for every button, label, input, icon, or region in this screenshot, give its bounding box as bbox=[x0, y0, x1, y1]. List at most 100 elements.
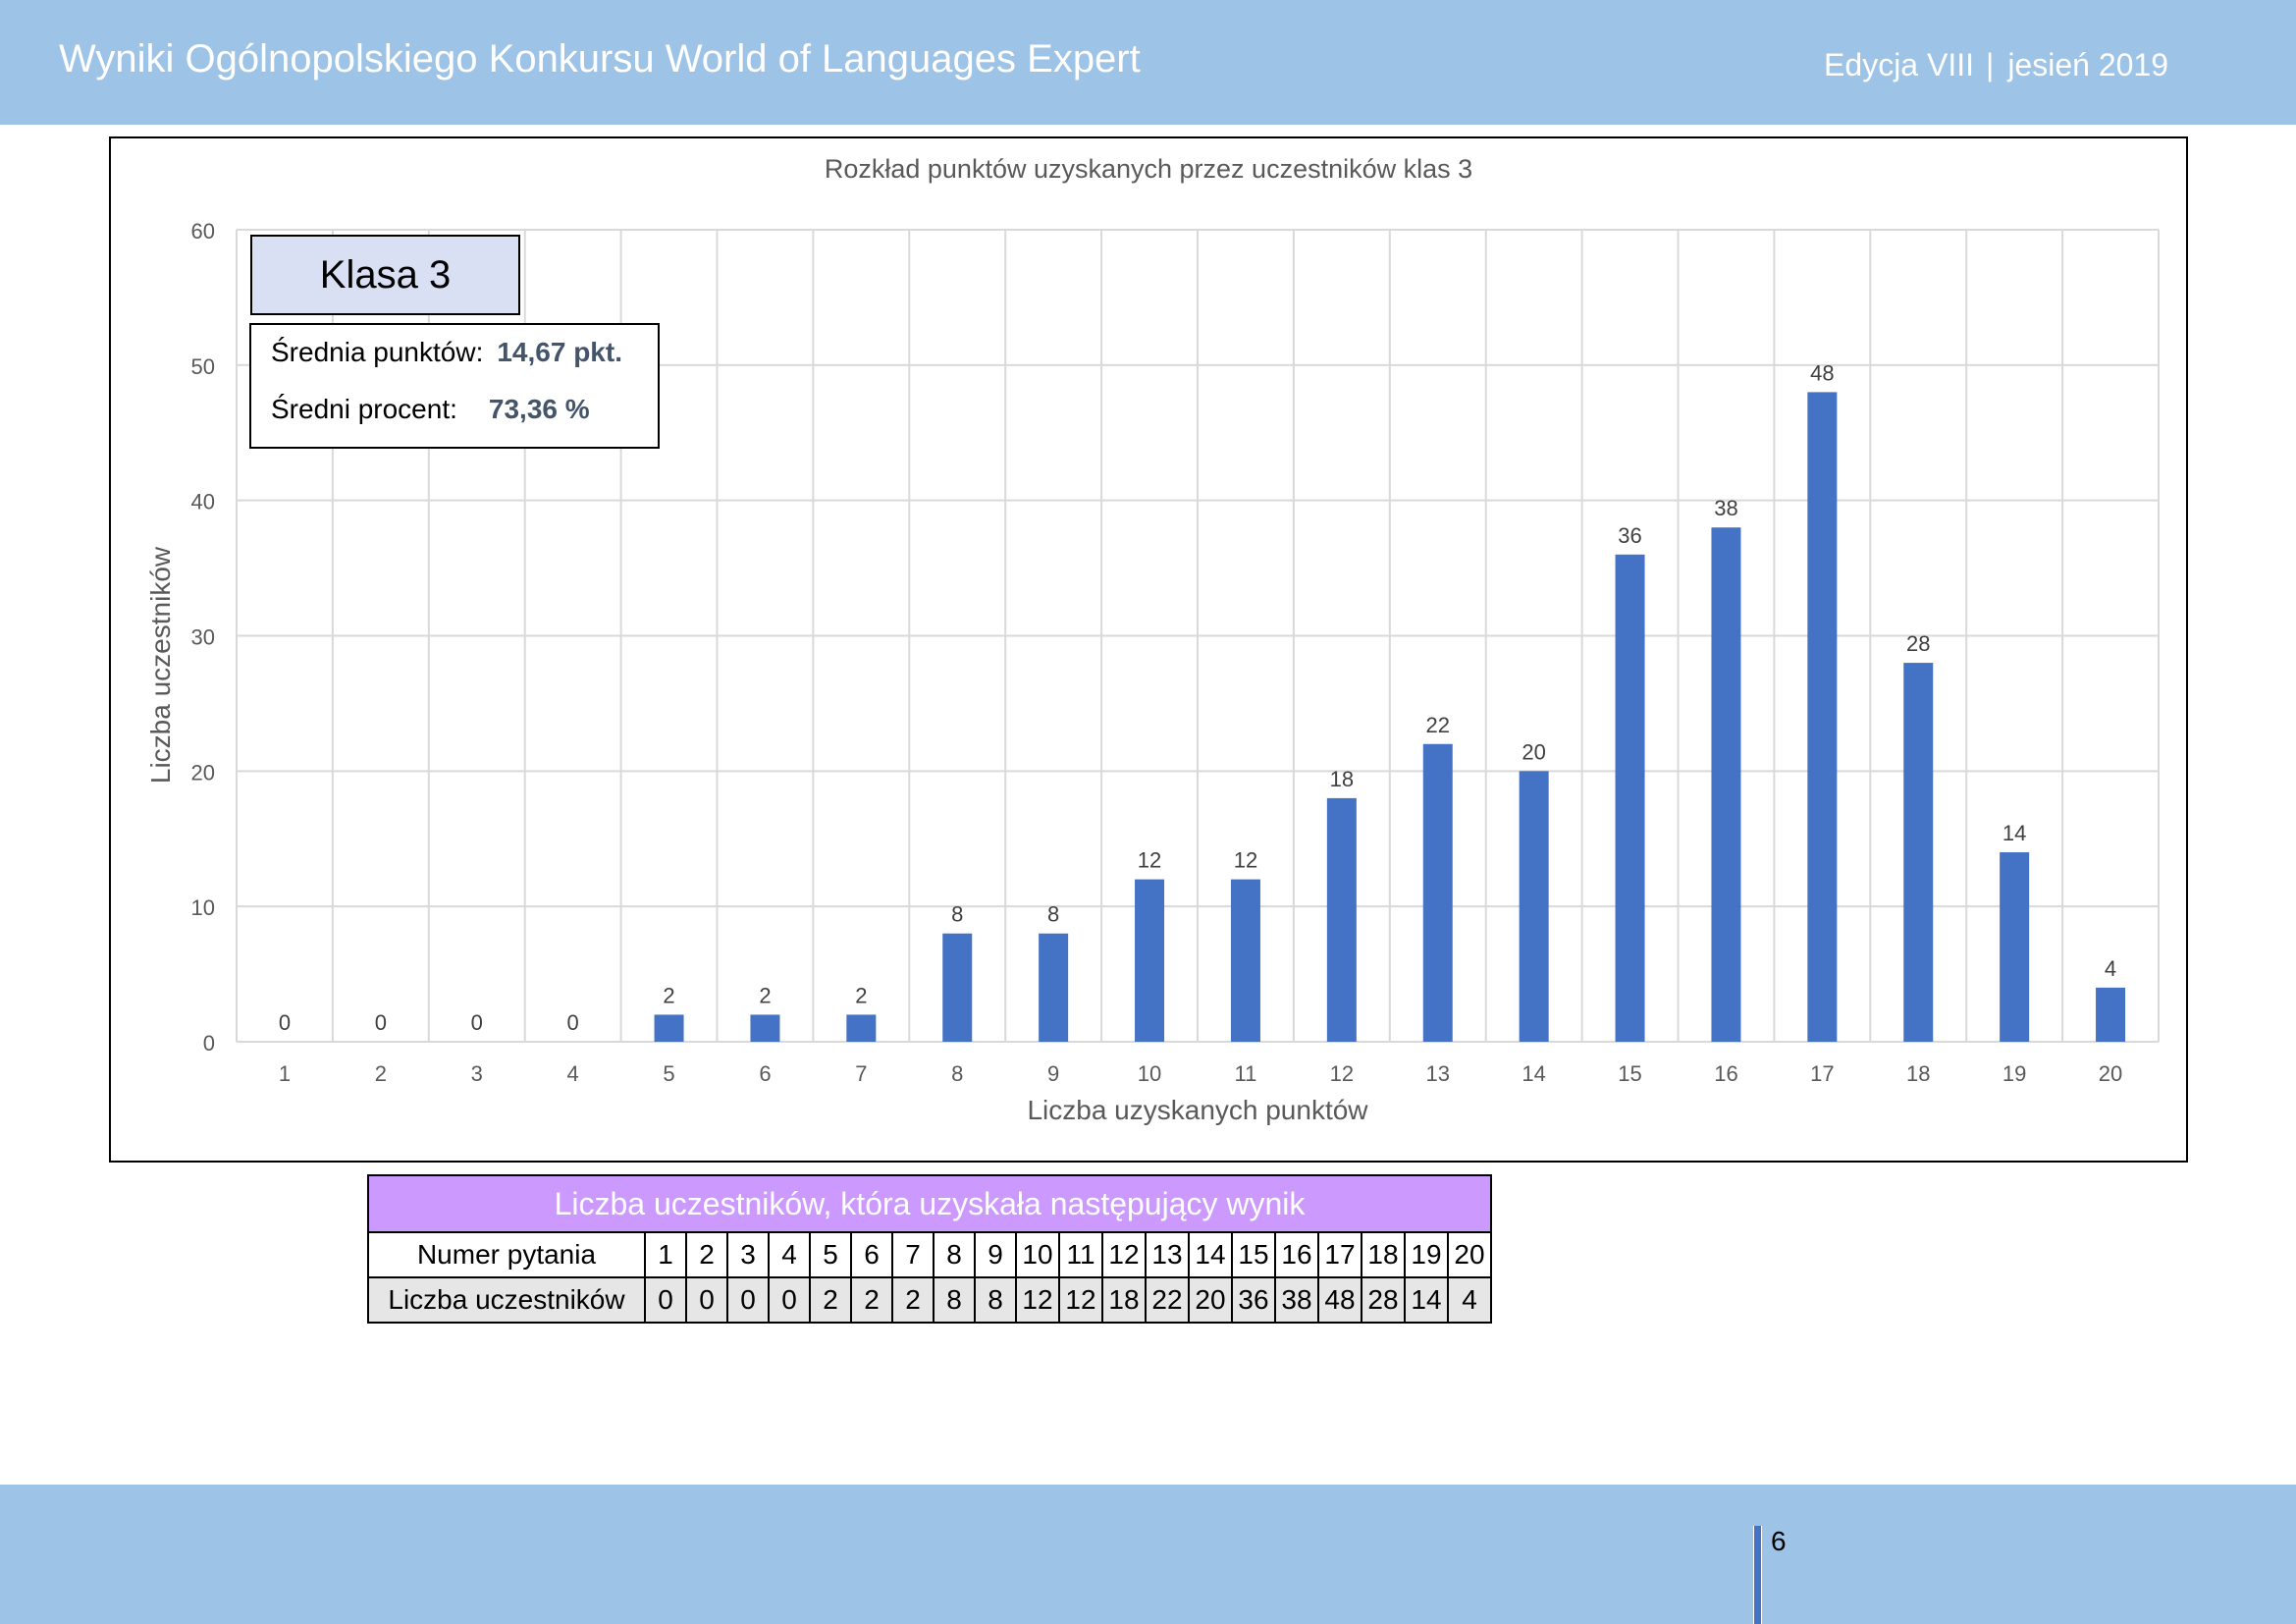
row-label-counts: Liczba uczestników bbox=[367, 1276, 646, 1324]
page-footer: 6 bbox=[0, 1485, 2296, 1624]
table-cell-number: 11 bbox=[1058, 1231, 1103, 1278]
data-label: 8 bbox=[1047, 902, 1059, 927]
x-tick-label: 7 bbox=[855, 1061, 867, 1086]
bar-chart: 0102030405060010203042526278889121012111… bbox=[145, 154, 2160, 1125]
edition-label: Edycja VIII bbox=[1824, 47, 1974, 82]
table-cell-number: 13 bbox=[1145, 1231, 1190, 1278]
data-label: 0 bbox=[567, 1010, 579, 1035]
data-label: 2 bbox=[663, 983, 674, 1007]
table-cell-count: 28 bbox=[1361, 1276, 1406, 1324]
table-cell-number: 16 bbox=[1274, 1231, 1319, 1278]
y-axis-label: Liczba uczestników bbox=[145, 546, 176, 784]
x-tick-label: 3 bbox=[471, 1061, 483, 1086]
data-label: 12 bbox=[1234, 848, 1257, 873]
avg-percent-label: Średni procent: bbox=[271, 394, 457, 424]
table-cell-count: 0 bbox=[768, 1276, 811, 1324]
data-label: 38 bbox=[1714, 496, 1737, 520]
bar bbox=[1615, 554, 1645, 1042]
report-title: Wyniki Ogólnopolskiego Konkursu World of… bbox=[59, 37, 1141, 81]
chart-frame: 0 10 20 30 40 50 60 0 1 0 2 0 3 0 4 2 5 2 6 2 7 8 8 8 9 12 10 12 11 1… bbox=[109, 136, 2188, 1163]
data-label: 2 bbox=[759, 983, 771, 1007]
data-label: 48 bbox=[1810, 360, 1834, 385]
table-cell-count: 12 bbox=[1015, 1276, 1060, 1324]
x-tick-label: 13 bbox=[1426, 1061, 1450, 1086]
x-tick-label: 1 bbox=[279, 1061, 291, 1086]
x-tick-label: 20 bbox=[2099, 1061, 2122, 1086]
table-cell-count: 18 bbox=[1101, 1276, 1147, 1324]
bar bbox=[1519, 771, 1549, 1042]
bar bbox=[750, 1014, 780, 1042]
table-cell-number: 4 bbox=[768, 1231, 811, 1278]
x-tick-label: 6 bbox=[759, 1061, 771, 1086]
x-tick-label: 2 bbox=[375, 1061, 387, 1086]
x-tick-label: 4 bbox=[567, 1061, 579, 1086]
data-label: 20 bbox=[1522, 739, 1545, 764]
results-table: Liczba uczestników, która uzyskała nastę… bbox=[367, 1174, 1492, 1324]
x-tick-label: 8 bbox=[951, 1061, 963, 1086]
data-label: 36 bbox=[1618, 523, 1641, 548]
table-cell-count: 20 bbox=[1188, 1276, 1233, 1324]
edition-separator: | bbox=[1986, 47, 1995, 82]
bar bbox=[1711, 527, 1741, 1042]
x-tick-label: 5 bbox=[663, 1061, 674, 1086]
chart-title: Rozkład punktów uzyskanych przez uczestn… bbox=[825, 154, 1472, 184]
avg-percent-value: 73,36 % bbox=[488, 394, 590, 424]
footer-accent-bar bbox=[1753, 1526, 1762, 1624]
table-cell-number: 1 bbox=[644, 1231, 687, 1278]
class-label: Klasa 3 bbox=[319, 252, 452, 297]
table-cell-count: 36 bbox=[1231, 1276, 1276, 1324]
avg-points-value: 14,67 pkt. bbox=[497, 337, 622, 367]
data-label: 14 bbox=[2002, 821, 2026, 845]
table-cell-number: 18 bbox=[1361, 1231, 1406, 1278]
table-cell-number: 7 bbox=[891, 1231, 934, 1278]
table-cell-count: 0 bbox=[644, 1276, 687, 1324]
bar bbox=[1807, 392, 1838, 1042]
table-cell-count: 2 bbox=[809, 1276, 852, 1324]
y-tick-label: 60 bbox=[191, 219, 215, 244]
bar bbox=[942, 933, 973, 1042]
table-cell-count: 0 bbox=[685, 1276, 728, 1324]
data-label: 0 bbox=[279, 1010, 291, 1035]
data-label: 0 bbox=[471, 1010, 483, 1035]
table-cell-number: 2 bbox=[685, 1231, 728, 1278]
y-tick-label: 30 bbox=[191, 625, 215, 650]
x-tick-label: 11 bbox=[1235, 1061, 1257, 1086]
table-cell-count: 2 bbox=[850, 1276, 893, 1324]
bar bbox=[1039, 933, 1069, 1042]
avg-points-label: Średnia punktów: bbox=[271, 337, 484, 367]
x-axis-label: Liczba uzyskanych punktów bbox=[1027, 1095, 1368, 1125]
table-cell-number: 5 bbox=[809, 1231, 852, 1278]
table-cell-count: 8 bbox=[974, 1276, 1017, 1324]
x-tick-label: 18 bbox=[1906, 1061, 1930, 1086]
avg-points-row: Średnia punktów: 14,67 pkt. bbox=[271, 337, 622, 368]
page-header: Wyniki Ogólnopolskiego Konkursu World of… bbox=[0, 0, 2296, 125]
bar bbox=[846, 1014, 877, 1042]
data-label: 12 bbox=[1138, 848, 1161, 873]
data-label: 2 bbox=[855, 983, 867, 1007]
x-tick-label: 15 bbox=[1618, 1061, 1641, 1086]
table-cell-number: 8 bbox=[933, 1231, 976, 1278]
data-label: 8 bbox=[951, 902, 963, 927]
table-row-counts: Liczba uczestników 0 0 0 0 2 2 2 8 8 12 12 18 22 20 36… bbox=[367, 1276, 1492, 1324]
data-label: 4 bbox=[2105, 956, 2116, 981]
table-cell-count: 22 bbox=[1145, 1276, 1190, 1324]
table-cell-number: 3 bbox=[726, 1231, 770, 1278]
bar bbox=[1903, 663, 1934, 1042]
x-tick-label: 17 bbox=[1810, 1061, 1834, 1086]
table-cell-number: 6 bbox=[850, 1231, 893, 1278]
table-cell-number: 20 bbox=[1447, 1231, 1492, 1278]
table-cell-number: 15 bbox=[1231, 1231, 1276, 1278]
x-tick-label: 16 bbox=[1714, 1061, 1737, 1086]
page-number: 6 bbox=[1771, 1526, 1787, 1556]
table-row-numbers: Numer pytania 1 2 3 4 5 6 7 8 9 10 11 12 13 14 15 16 17 1… bbox=[367, 1231, 1492, 1278]
table-cell-count: 48 bbox=[1317, 1276, 1362, 1324]
bar bbox=[2000, 852, 2030, 1042]
table-cell-number: 9 bbox=[974, 1231, 1017, 1278]
table-cell-number: 12 bbox=[1101, 1231, 1147, 1278]
data-label: 0 bbox=[375, 1010, 387, 1035]
season-label: jesień 2019 bbox=[2007, 47, 2168, 82]
row-label-numbers: Numer pytania bbox=[367, 1231, 646, 1278]
table-cell-number: 19 bbox=[1404, 1231, 1449, 1278]
y-tick-label: 0 bbox=[203, 1031, 215, 1056]
edition-info: Edycja VIII | jesień 2019 bbox=[1824, 47, 2168, 83]
